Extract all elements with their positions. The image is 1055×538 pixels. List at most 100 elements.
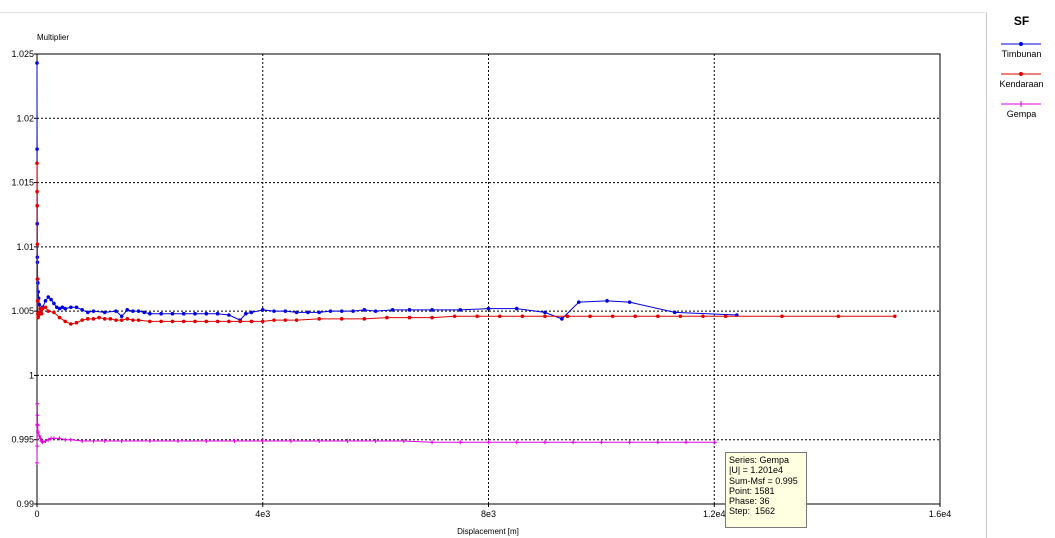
data-point-gempa[interactable] xyxy=(712,440,717,445)
data-point-timbunan[interactable] xyxy=(49,297,53,302)
data-point-gempa[interactable] xyxy=(599,440,604,445)
data-point-timbunan[interactable] xyxy=(306,310,310,315)
data-point-kendaraan[interactable] xyxy=(43,305,48,310)
data-point-timbunan[interactable] xyxy=(486,306,491,311)
data-point-timbunan[interactable] xyxy=(74,305,79,310)
data-point-kendaraan[interactable] xyxy=(565,314,570,319)
data-point-timbunan[interactable] xyxy=(577,300,581,304)
data-point-timbunan[interactable] xyxy=(328,309,333,313)
data-point-kendaraan[interactable] xyxy=(497,314,502,319)
data-point-timbunan[interactable] xyxy=(605,299,609,303)
data-point-gempa[interactable] xyxy=(35,401,40,406)
data-point-timbunan[interactable] xyxy=(136,309,141,313)
data-point-kendaraan[interactable] xyxy=(35,189,39,194)
data-point-timbunan[interactable] xyxy=(43,299,48,303)
data-point-timbunan[interactable] xyxy=(317,310,321,315)
data-point-gempa[interactable] xyxy=(35,423,40,428)
data-point-gempa[interactable] xyxy=(147,439,152,443)
data-point-timbunan[interactable] xyxy=(181,311,186,316)
data-point-timbunan[interactable] xyxy=(114,309,118,313)
data-point-timbunan[interactable] xyxy=(294,310,299,315)
data-point-kendaraan[interactable] xyxy=(102,317,107,321)
data-point-timbunan[interactable] xyxy=(85,310,90,315)
data-point-kendaraan[interactable] xyxy=(97,315,101,320)
data-point-kendaraan[interactable] xyxy=(39,311,44,316)
data-point-kendaraan[interactable] xyxy=(701,314,705,319)
data-point-timbunan[interactable] xyxy=(52,301,56,306)
data-point-gempa[interactable] xyxy=(176,439,181,443)
data-point-kendaraan[interactable] xyxy=(159,319,163,324)
data-point-gempa[interactable] xyxy=(260,439,265,443)
data-point-kendaraan[interactable] xyxy=(452,314,457,319)
data-point-gempa[interactable] xyxy=(102,439,107,443)
data-point-kendaraan[interactable] xyxy=(85,317,90,321)
data-point-timbunan[interactable] xyxy=(35,147,39,151)
data-point-gempa[interactable] xyxy=(80,439,85,443)
data-point-gempa[interactable] xyxy=(458,440,463,445)
data-point-gempa[interactable] xyxy=(655,440,660,445)
data-point-kendaraan[interactable] xyxy=(91,317,96,321)
data-point-kendaraan[interactable] xyxy=(46,309,51,313)
data-point-timbunan[interactable] xyxy=(272,309,276,313)
data-point-timbunan[interactable] xyxy=(193,311,197,316)
data-point-timbunan[interactable] xyxy=(63,306,68,311)
data-point-timbunan[interactable] xyxy=(35,61,39,65)
data-point-gempa[interactable] xyxy=(542,440,547,445)
data-point-kendaraan[interactable] xyxy=(430,315,434,320)
data-point-timbunan[interactable] xyxy=(249,310,254,315)
legend-item-timbunan[interactable]: Timbunan xyxy=(987,40,1055,70)
data-point-kendaraan[interactable] xyxy=(35,299,40,303)
data-point-kendaraan[interactable] xyxy=(339,317,344,321)
data-point-timbunan[interactable] xyxy=(125,308,130,312)
data-point-kendaraan[interactable] xyxy=(633,314,638,319)
data-point-kendaraan[interactable] xyxy=(204,319,209,324)
data-point-timbunan[interactable] xyxy=(560,317,564,321)
data-point-gempa[interactable] xyxy=(36,430,41,434)
data-point-timbunan[interactable] xyxy=(54,305,59,310)
legend-item-gempa[interactable]: Gempa xyxy=(987,100,1055,130)
data-point-kendaraan[interactable] xyxy=(249,319,254,324)
data-point-kendaraan[interactable] xyxy=(215,319,220,324)
data-point-gempa[interactable] xyxy=(345,439,350,443)
data-point-kendaraan[interactable] xyxy=(35,161,39,166)
data-point-gempa[interactable] xyxy=(63,437,68,442)
data-point-timbunan[interactable] xyxy=(283,309,288,313)
data-point-timbunan[interactable] xyxy=(60,305,65,310)
data-point-gempa[interactable] xyxy=(627,440,632,445)
data-point-kendaraan[interactable] xyxy=(35,203,40,208)
data-point-gempa[interactable] xyxy=(514,440,519,445)
data-point-timbunan[interactable] xyxy=(672,310,677,315)
data-point-kendaraan[interactable] xyxy=(272,318,276,322)
data-point-gempa[interactable] xyxy=(232,439,237,443)
data-point-kendaraan[interactable] xyxy=(678,314,683,319)
data-point-timbunan[interactable] xyxy=(46,295,51,299)
data-point-kendaraan[interactable] xyxy=(385,315,389,320)
data-point-timbunan[interactable] xyxy=(430,308,434,312)
data-point-timbunan[interactable] xyxy=(142,310,147,315)
data-point-timbunan[interactable] xyxy=(351,309,355,313)
data-point-gempa[interactable] xyxy=(57,436,62,441)
data-point-kendaraan[interactable] xyxy=(610,314,615,319)
data-point-kendaraan[interactable] xyxy=(656,314,660,319)
data-point-gempa[interactable] xyxy=(35,444,40,449)
data-point-gempa[interactable] xyxy=(373,439,378,443)
data-point-gempa[interactable] xyxy=(38,436,43,441)
data-point-timbunan[interactable] xyxy=(80,308,84,312)
data-point-timbunan[interactable] xyxy=(390,308,395,312)
data-point-timbunan[interactable] xyxy=(373,309,378,313)
data-point-gempa[interactable] xyxy=(119,439,124,443)
data-point-timbunan[interactable] xyxy=(148,311,152,316)
data-point-gempa[interactable] xyxy=(91,439,96,443)
data-point-gempa[interactable] xyxy=(43,439,48,443)
data-point-kendaraan[interactable] xyxy=(238,319,242,324)
data-point-gempa[interactable] xyxy=(35,413,40,418)
data-point-kendaraan[interactable] xyxy=(125,317,130,321)
data-point-kendaraan[interactable] xyxy=(588,314,592,319)
data-point-kendaraan[interactable] xyxy=(63,319,68,324)
data-point-timbunan[interactable] xyxy=(36,290,40,294)
data-point-gempa[interactable] xyxy=(51,436,56,441)
data-point-gempa[interactable] xyxy=(571,440,576,445)
data-point-kendaraan[interactable] xyxy=(57,315,62,320)
data-point-kendaraan[interactable] xyxy=(227,319,231,324)
data-point-timbunan[interactable] xyxy=(407,308,412,312)
